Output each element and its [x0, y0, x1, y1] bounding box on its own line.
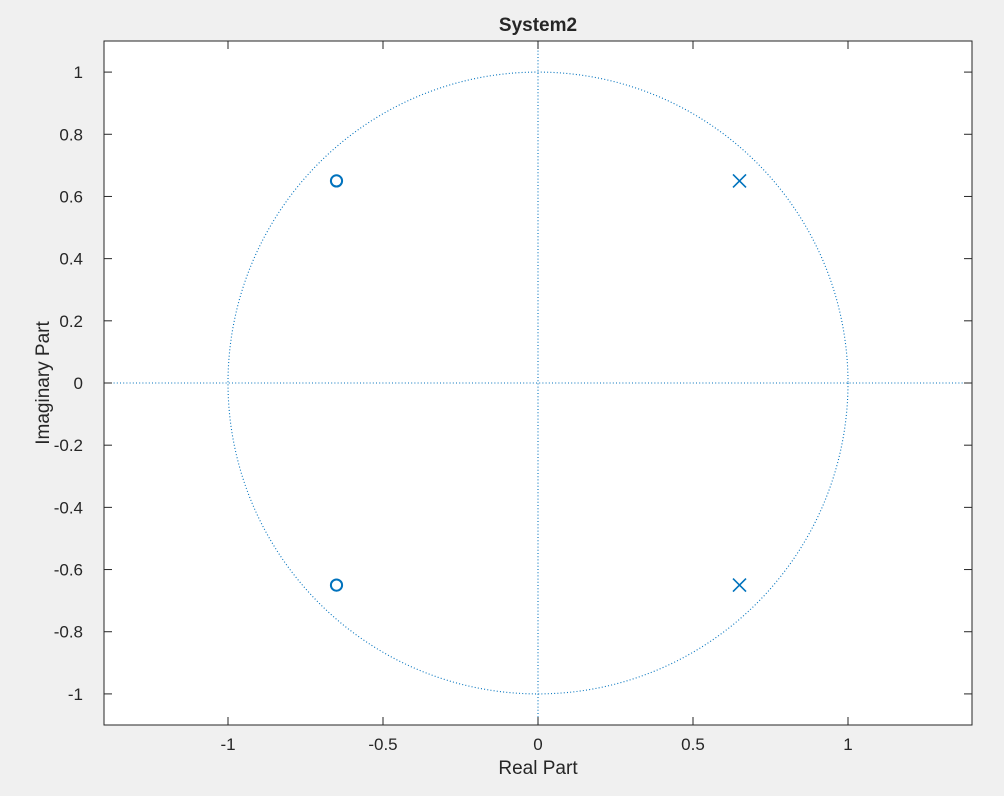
x-tick-label: 1: [843, 735, 852, 754]
y-tick-label: -1: [68, 685, 83, 704]
pole-marker: [732, 578, 747, 593]
y-tick-label: -0.6: [54, 561, 83, 580]
unit-circle: [227, 71, 849, 695]
pole-marker-stroke: [732, 173, 747, 188]
x-tick-label: -1: [220, 735, 235, 754]
chart-title: System2: [499, 15, 577, 36]
y-tick-label: -0.2: [54, 436, 83, 455]
y-tick-label: 0.8: [59, 125, 83, 144]
x-tick-label: -0.5: [368, 735, 397, 754]
y-tick-label: -0.4: [54, 498, 83, 517]
reference-guides: [104, 41, 972, 725]
pole-marker-stroke: [732, 578, 747, 593]
data-marks: [329, 173, 747, 593]
axis-ticks: -1 -0.5 0 0.5 1 1 0.8 0.6 0.4 0.2 0 -0.2 -0.4 -0.6 -0.…: [54, 41, 972, 754]
y-tick-label: 0.6: [59, 187, 83, 206]
y-axis-label: Imaginary Part: [33, 321, 54, 445]
pole-marker: [732, 173, 747, 188]
y-tick-label: 0: [74, 374, 83, 393]
x-axis-label: Real Part: [498, 758, 578, 779]
zero-marker: [329, 174, 344, 188]
y-tick-label: 0.4: [59, 250, 83, 269]
x-tick-label: 0.5: [681, 735, 705, 754]
y-tick-label: -0.8: [54, 623, 83, 642]
x-tick-label: 0: [533, 735, 542, 754]
zero-marker: [329, 578, 344, 592]
y-tick-label: 1: [74, 63, 83, 82]
y-tick-label: 0.2: [59, 312, 83, 331]
